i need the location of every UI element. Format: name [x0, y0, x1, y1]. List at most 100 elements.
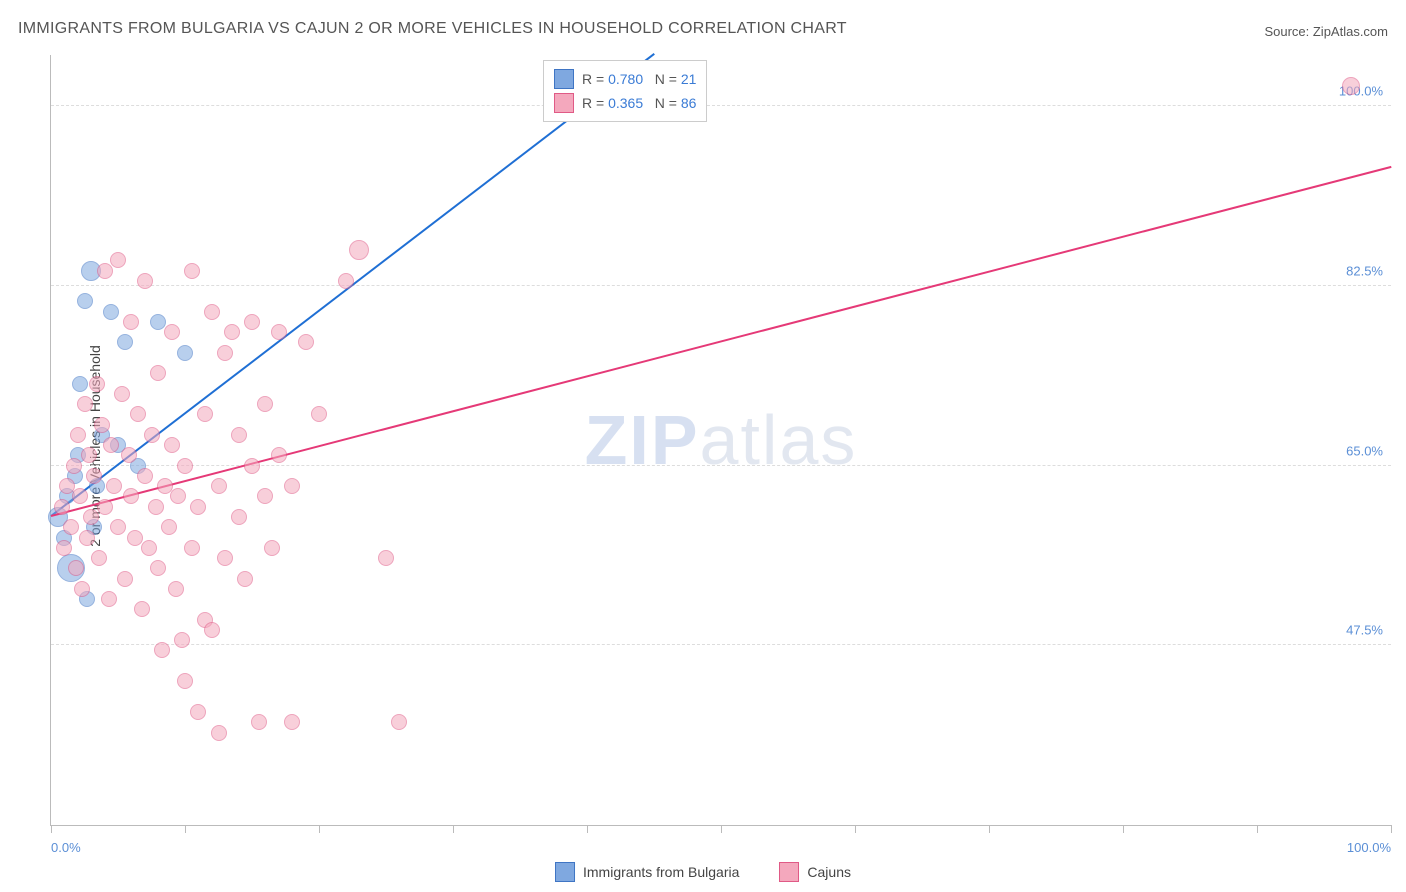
gridline — [51, 105, 1391, 106]
data-point — [349, 240, 369, 260]
x-tick — [855, 825, 856, 833]
data-point — [141, 540, 157, 556]
data-point — [311, 406, 327, 422]
data-point — [72, 376, 88, 392]
data-point — [257, 488, 273, 504]
data-point — [284, 478, 300, 494]
data-point — [338, 273, 354, 289]
data-point — [117, 334, 133, 350]
x-tick — [51, 825, 52, 833]
stats-legend-row: R = 0.780 N = 21 — [554, 67, 696, 91]
data-point — [110, 519, 126, 535]
data-point — [184, 540, 200, 556]
data-point — [164, 437, 180, 453]
data-point — [184, 263, 200, 279]
x-tick — [319, 825, 320, 833]
data-point — [284, 714, 300, 730]
data-point — [190, 704, 206, 720]
data-point — [121, 447, 137, 463]
data-point — [217, 550, 233, 566]
data-point — [148, 499, 164, 515]
data-point — [103, 437, 119, 453]
data-point — [83, 509, 99, 525]
data-point — [94, 417, 110, 433]
data-point — [123, 488, 139, 504]
data-point — [150, 560, 166, 576]
data-point — [204, 304, 220, 320]
data-point — [237, 571, 253, 587]
x-tick — [453, 825, 454, 833]
data-point — [154, 642, 170, 658]
data-point — [251, 714, 267, 730]
data-point — [70, 427, 86, 443]
data-point — [97, 263, 113, 279]
data-point — [72, 488, 88, 504]
data-point — [101, 591, 117, 607]
data-point — [271, 447, 287, 463]
data-point — [170, 488, 186, 504]
data-point — [130, 406, 146, 422]
data-point — [211, 725, 227, 741]
data-point — [161, 519, 177, 535]
x-tick-label: 0.0% — [51, 840, 81, 855]
y-tick-label: 47.5% — [1346, 623, 1383, 638]
legend-swatch — [554, 93, 574, 113]
data-point — [137, 468, 153, 484]
gridline — [51, 644, 1391, 645]
data-point — [391, 714, 407, 730]
data-point — [257, 396, 273, 412]
legend-swatch — [554, 69, 574, 89]
data-point — [164, 324, 180, 340]
x-tick — [989, 825, 990, 833]
data-point — [54, 499, 70, 515]
chart-title: IMMIGRANTS FROM BULGARIA VS CAJUN 2 OR M… — [18, 20, 847, 38]
data-point — [86, 468, 102, 484]
data-point — [89, 376, 105, 392]
data-point — [144, 427, 160, 443]
data-point — [231, 509, 247, 525]
bottom-legend: Immigrants from Bulgaria Cajuns — [555, 862, 851, 882]
x-tick — [587, 825, 588, 833]
data-point — [74, 581, 90, 597]
legend-swatch — [555, 862, 575, 882]
data-point — [204, 622, 220, 638]
data-point — [264, 540, 280, 556]
data-point — [271, 324, 287, 340]
data-point — [79, 530, 95, 546]
source-link[interactable]: ZipAtlas.com — [1313, 24, 1388, 39]
legend-swatch — [779, 862, 799, 882]
data-point — [77, 293, 93, 309]
bottom-legend-item: Cajuns — [779, 862, 851, 882]
data-point — [231, 427, 247, 443]
data-point — [378, 550, 394, 566]
data-point — [56, 540, 72, 556]
x-tick — [1257, 825, 1258, 833]
data-point — [66, 458, 82, 474]
legend-label: Immigrants from Bulgaria — [583, 864, 739, 880]
data-point — [1342, 77, 1360, 95]
legend-label: Cajuns — [807, 864, 851, 880]
data-point — [103, 304, 119, 320]
data-point — [168, 581, 184, 597]
y-tick-label: 82.5% — [1346, 264, 1383, 279]
data-point — [211, 478, 227, 494]
data-point — [217, 345, 233, 361]
data-point — [244, 314, 260, 330]
data-point — [117, 571, 133, 587]
x-tick — [185, 825, 186, 833]
data-point — [106, 478, 122, 494]
data-point — [197, 406, 213, 422]
data-point — [63, 519, 79, 535]
x-tick — [721, 825, 722, 833]
data-point — [97, 499, 113, 515]
data-point — [81, 447, 97, 463]
data-point — [150, 365, 166, 381]
data-point — [114, 386, 130, 402]
stats-text: R = 0.780 N = 21 — [582, 71, 696, 87]
data-point — [177, 458, 193, 474]
bottom-legend-item: Immigrants from Bulgaria — [555, 862, 739, 882]
data-point — [134, 601, 150, 617]
stats-legend: R = 0.780 N = 21R = 0.365 N = 86 — [543, 60, 707, 122]
data-point — [110, 252, 126, 268]
watermark: ZIPatlas — [585, 400, 858, 480]
